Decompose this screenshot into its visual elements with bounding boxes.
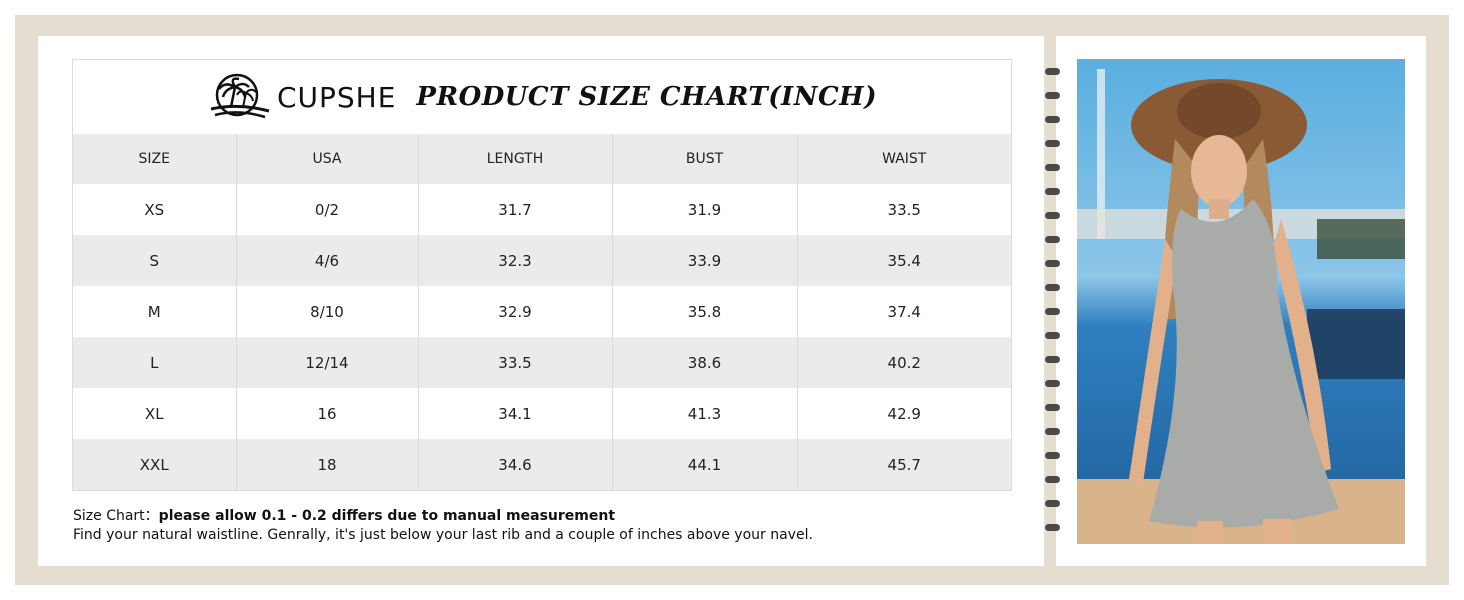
table-cell: 4/6 <box>236 235 419 286</box>
table-cell: 31.7 <box>418 184 613 235</box>
column-header: SIZE <box>73 134 237 184</box>
table-row: M 8/10 32.9 35.8 37.4 <box>73 286 1011 337</box>
table-cell: 38.6 <box>612 337 798 388</box>
table-cell: 37.4 <box>797 286 1011 337</box>
column-header: WAIST <box>797 134 1011 184</box>
table-cell: 44.1 <box>612 439 798 490</box>
page-title: PRODUCT SIZE CHART(INCH) <box>416 82 878 112</box>
table-cell: 16 <box>236 388 419 439</box>
table-cell: 33.5 <box>797 184 1011 235</box>
table-cell: XL <box>73 388 237 439</box>
size-table: SIZE USA LENGTH BUST WAIST XS 0/2 31.7 3… <box>73 134 1011 490</box>
brand-logo: CUPSHE <box>207 73 396 121</box>
brand-name: CUPSHE <box>276 80 397 114</box>
table-row: L 12/14 33.5 38.6 40.2 <box>73 337 1011 388</box>
table-cell: XXL <box>73 439 237 490</box>
table-cell: 45.7 <box>797 439 1011 490</box>
spiral-binding-icon <box>1045 68 1060 531</box>
table-header-row: SIZE USA LENGTH BUST WAIST <box>73 134 1011 184</box>
table-cell: 35.4 <box>797 235 1011 286</box>
table-row: XXL 18 34.6 44.1 45.7 <box>73 439 1011 490</box>
column-header: LENGTH <box>418 134 613 184</box>
table-cell: 35.8 <box>612 286 798 337</box>
chart-header: CUPSHE PRODUCT SIZE CHART(INCH) <box>73 60 1011 134</box>
table-cell: 33.5 <box>418 337 613 388</box>
table-cell: 34.6 <box>418 439 613 490</box>
table-cell: 8/10 <box>236 286 419 337</box>
column-header: BUST <box>612 134 798 184</box>
column-header: USA <box>236 134 419 184</box>
table-row: XL 16 34.1 41.3 42.9 <box>73 388 1011 439</box>
table-cell: 42.9 <box>797 388 1011 439</box>
table-cell: 40.2 <box>797 337 1011 388</box>
table-cell: 12/14 <box>236 337 419 388</box>
notes-line-2: Find your natural waistline. Genrally, i… <box>73 527 813 543</box>
model-wearing-dress-image <box>1077 59 1405 544</box>
notes-prefix: Size Chart： <box>73 508 159 524</box>
table-cell: M <box>73 286 237 337</box>
table-cell: 0/2 <box>236 184 419 235</box>
table-row: S 4/6 32.3 33.9 35.4 <box>73 235 1011 286</box>
table-cell: XS <box>73 184 237 235</box>
table-cell: 32.3 <box>418 235 613 286</box>
size-notes: Size Chart：please allow 0.1 - 0.2 differ… <box>73 507 813 545</box>
table-cell: 33.9 <box>612 235 798 286</box>
table-cell: 34.1 <box>418 388 613 439</box>
table-cell: S <box>73 235 237 286</box>
table-cell: 32.9 <box>418 286 613 337</box>
model-photo <box>1077 59 1405 544</box>
notes-line-1: Size Chart：please allow 0.1 - 0.2 differ… <box>73 507 813 526</box>
table-cell: L <box>73 337 237 388</box>
table-cell: 41.3 <box>612 388 798 439</box>
palm-island-logo-icon <box>210 73 270 119</box>
table-cell: 18 <box>236 439 419 490</box>
table-row: XS 0/2 31.7 31.9 33.5 <box>73 184 1011 235</box>
notes-measurement-tolerance: please allow 0.1 - 0.2 differs due to ma… <box>158 508 616 524</box>
size-chart-table-box: CUPSHE PRODUCT SIZE CHART(INCH) SIZE USA… <box>72 59 1012 491</box>
table-cell: 31.9 <box>612 184 798 235</box>
